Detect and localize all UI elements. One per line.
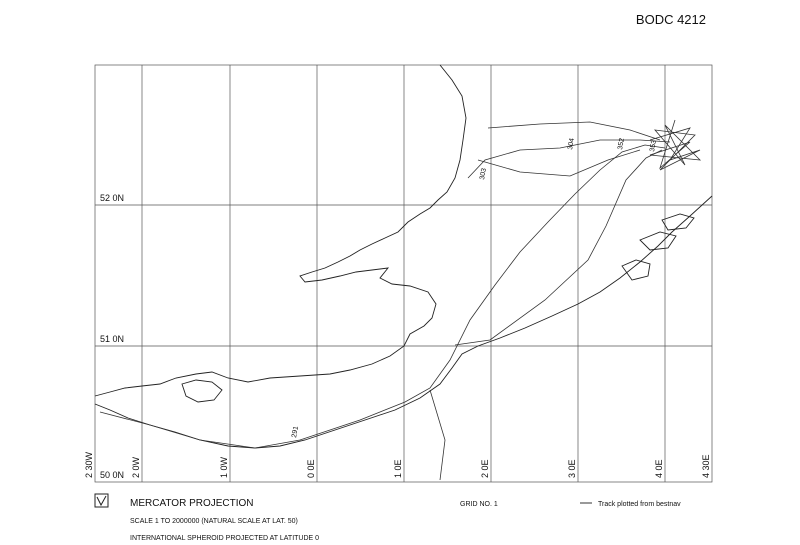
track [429, 149, 663, 481]
latitude-label: 50 0N [100, 470, 124, 480]
grid-number: GRID NO. 1 [460, 501, 498, 508]
longitude-label: 3 0E [567, 459, 577, 478]
logo-mark [96, 495, 107, 507]
title: BODC 4212 [636, 12, 706, 27]
longitude-label: 2 0W [131, 456, 141, 478]
track [99, 144, 666, 449]
coastlines [94, 64, 713, 449]
longitude-label: 1 0E [393, 459, 403, 478]
spheroid: INTERNATIONAL SPHEROID PROJECTED AT LATI… [130, 535, 319, 542]
coast-england-east [94, 64, 467, 397]
longitude-labels: 2 30W 2 0W 1 0W 0 0E 1 0E 2 0E 3 0E 4 0E… [84, 451, 711, 478]
track-label: 304 [567, 138, 576, 151]
projection: MERCATOR PROJECTION [130, 498, 254, 509]
track-labels: 291 303 304 352 353 [291, 138, 658, 439]
longitude-label: 4 30E [701, 454, 711, 478]
latitude-labels: 52 0N 51 0N 50 0N [100, 193, 124, 480]
track-cluster [649, 119, 702, 171]
footer: MERCATOR PROJECTION SCALE 1 TO 2000000 (… [94, 493, 681, 542]
track [467, 121, 671, 179]
longitude-label: 4 0E [654, 459, 664, 478]
latitude-label: 51 0N [100, 334, 124, 344]
map-frame [94, 64, 713, 483]
track-label: 353 [649, 140, 658, 153]
coast-belgium-islands [621, 213, 695, 281]
latitude-label: 52 0N [100, 193, 124, 203]
legend: Track plotted from bestnav [598, 501, 681, 508]
track-label: 291 [291, 426, 300, 439]
coast-isle-of-wight [181, 379, 223, 403]
longitude-label: 1 0W [219, 456, 229, 478]
logo [94, 493, 109, 508]
track-label: 352 [617, 138, 626, 151]
tracks [99, 119, 702, 481]
scale: SCALE 1 TO 2000000 (NATURAL SCALE AT LAT… [130, 518, 298, 525]
coast-france [94, 195, 713, 449]
track-label: 303 [479, 168, 488, 181]
longitude-label: 2 0E [480, 459, 490, 478]
longitude-label: 2 30W [84, 451, 94, 478]
longitude-label: 0 0E [306, 459, 316, 478]
